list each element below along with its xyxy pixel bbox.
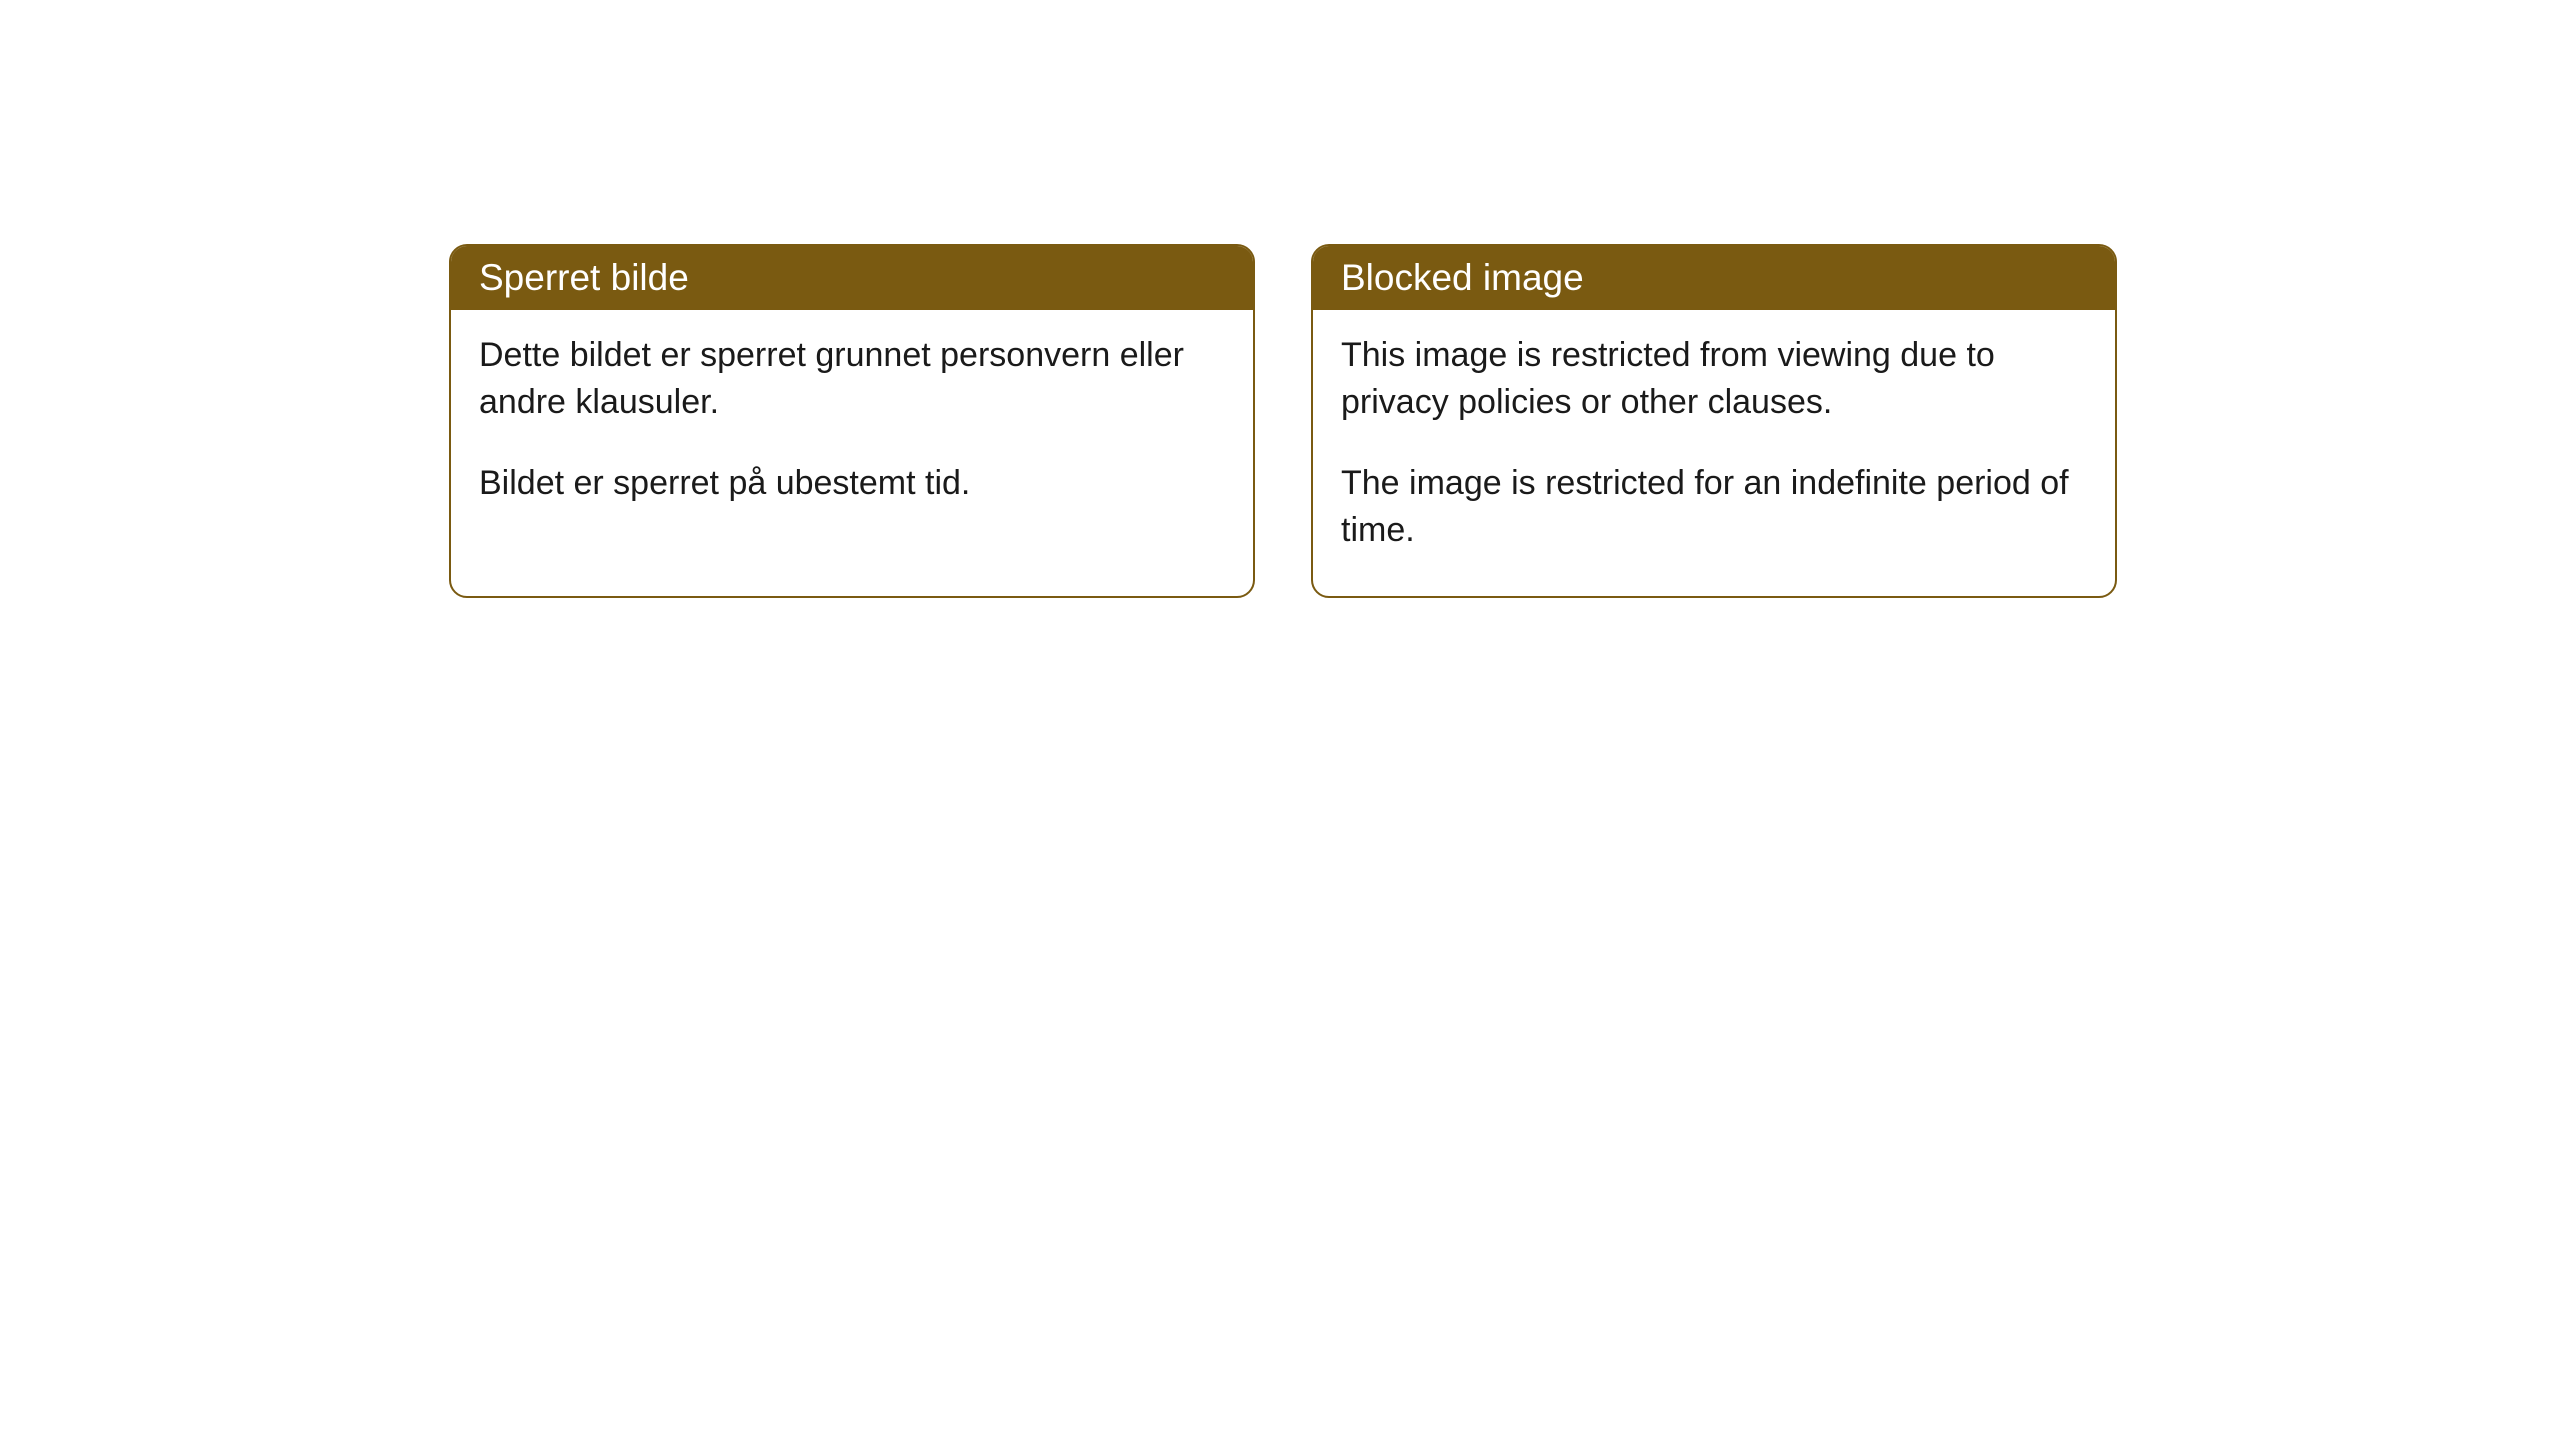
blocked-image-card-english: Blocked image This image is restricted f…	[1311, 244, 2117, 598]
card-header: Sperret bilde	[451, 246, 1253, 310]
blocked-image-card-norwegian: Sperret bilde Dette bildet er sperret gr…	[449, 244, 1255, 598]
cards-container: Sperret bilde Dette bildet er sperret gr…	[449, 244, 2117, 598]
card-body: This image is restricted from viewing du…	[1313, 310, 2115, 596]
card-body-paragraph: This image is restricted from viewing du…	[1341, 332, 2087, 426]
card-title: Blocked image	[1341, 257, 1584, 298]
card-body-paragraph: Dette bildet er sperret grunnet personve…	[479, 332, 1225, 426]
card-body-paragraph: Bildet er sperret på ubestemt tid.	[479, 460, 1225, 507]
card-body-paragraph: The image is restricted for an indefinit…	[1341, 460, 2087, 554]
card-header: Blocked image	[1313, 246, 2115, 310]
card-body: Dette bildet er sperret grunnet personve…	[451, 310, 1253, 549]
card-title: Sperret bilde	[479, 257, 689, 298]
